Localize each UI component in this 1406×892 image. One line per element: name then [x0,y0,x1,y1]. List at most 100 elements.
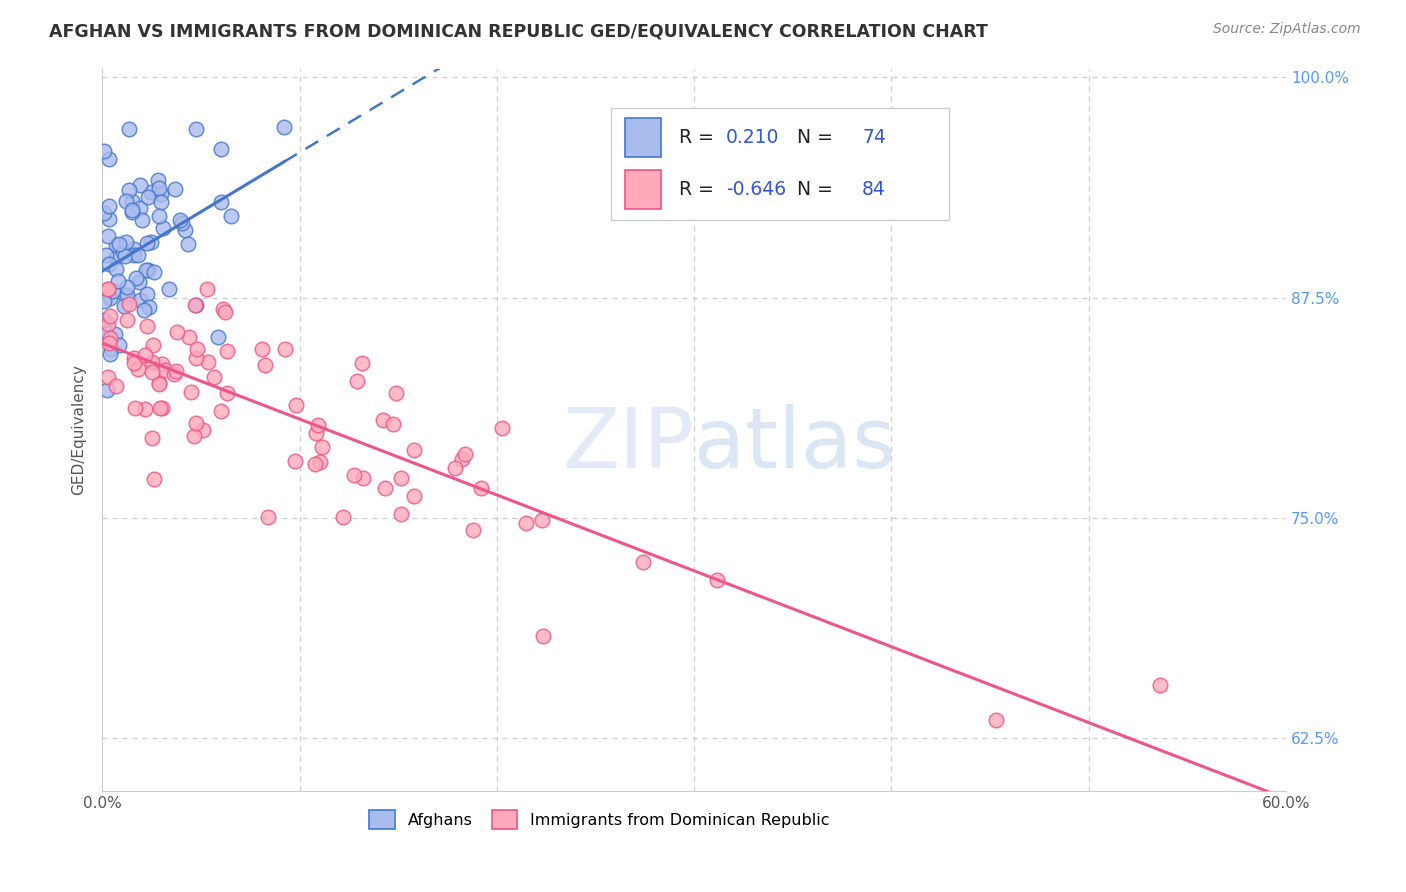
Point [141,431,163,445]
Point [122,356,145,370]
Point [136,263,159,277]
Point [209,404,232,418]
Point [111,244,134,259]
Point [284,398,307,412]
Point [274,342,297,356]
Point [98,309,121,323]
Text: -0.646: -0.646 [725,180,786,199]
Legend: Afghans, Immigrants from Dominican Republic: Afghans, Immigrants from Dominican Repub… [363,804,837,835]
Point [163,367,186,381]
Point [118,183,141,197]
Point [108,236,131,251]
Point [531,513,554,527]
Point [139,235,162,249]
Point [115,194,138,208]
Point [115,235,138,250]
Point [631,555,654,569]
Point [98,211,121,226]
Point [149,401,172,416]
Point [107,274,129,288]
Point [127,362,149,376]
Point [146,173,169,187]
Point [98,347,121,361]
Text: N =: N = [785,128,839,147]
Point [127,248,149,262]
Point [138,190,160,204]
Point [515,516,537,531]
Point [117,313,139,327]
Point [451,451,474,466]
Point [308,455,330,469]
Point [115,287,138,301]
Point [121,203,143,218]
Point [193,423,215,437]
Point [93,144,115,158]
Point [217,343,239,358]
Point [148,209,170,223]
Point [97,282,120,296]
Point [114,287,136,301]
Point [219,209,242,223]
Point [98,336,121,351]
Point [93,313,115,327]
Point [124,271,146,285]
Point [166,325,188,339]
Point [135,263,157,277]
Point [172,216,194,230]
Point [150,187,173,202]
FancyBboxPatch shape [626,118,661,157]
Point [444,460,467,475]
Point [128,293,150,307]
Text: Source: ZipAtlas.com: Source: ZipAtlas.com [1213,22,1361,37]
Text: N =: N = [785,180,839,199]
Point [389,507,412,521]
Point [311,440,333,454]
Point [124,248,146,262]
Point [105,238,128,252]
Point [470,481,492,495]
Point [97,229,120,244]
Point [186,342,208,356]
Point [207,329,229,343]
Point [153,363,176,377]
Point [186,298,208,312]
FancyBboxPatch shape [626,169,661,210]
Point [96,325,118,339]
Point [97,152,120,166]
Point [141,185,163,199]
Point [202,369,225,384]
Point [134,402,156,417]
Point [148,181,170,195]
Point [97,199,120,213]
Point [101,285,124,299]
Point [254,358,277,372]
Point [209,142,232,156]
Point [404,443,426,458]
Point [96,383,118,397]
Point [165,364,187,378]
Point [98,291,121,305]
Point [491,421,513,435]
Point [706,574,728,588]
Point [180,384,202,399]
Point [183,298,205,312]
Point [148,376,170,391]
Point [129,178,152,193]
Point [165,182,187,196]
Point [100,342,122,356]
Point [374,481,396,495]
Point [143,265,166,279]
Point [128,201,150,215]
Point [382,417,405,431]
Point [332,510,354,524]
Point [214,305,236,319]
Point [531,629,554,643]
Point [104,326,127,341]
Point [389,471,412,485]
Point [150,357,173,371]
Point [209,195,232,210]
Point [177,329,200,343]
Point [124,401,146,415]
Point [307,418,329,433]
Point [100,330,122,344]
